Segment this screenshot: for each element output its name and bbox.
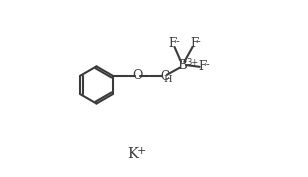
Text: B: B [178, 59, 187, 72]
Text: -: - [176, 36, 179, 46]
Text: -: - [197, 36, 201, 46]
Text: H: H [164, 75, 172, 84]
Text: F: F [199, 60, 207, 73]
Text: O: O [132, 69, 143, 82]
Text: F: F [190, 37, 198, 50]
Text: -: - [206, 59, 209, 69]
Text: F: F [168, 37, 177, 50]
Text: C: C [160, 70, 169, 83]
Text: +: + [137, 146, 147, 156]
Text: 3+: 3+ [186, 58, 199, 67]
Text: K: K [127, 147, 138, 161]
